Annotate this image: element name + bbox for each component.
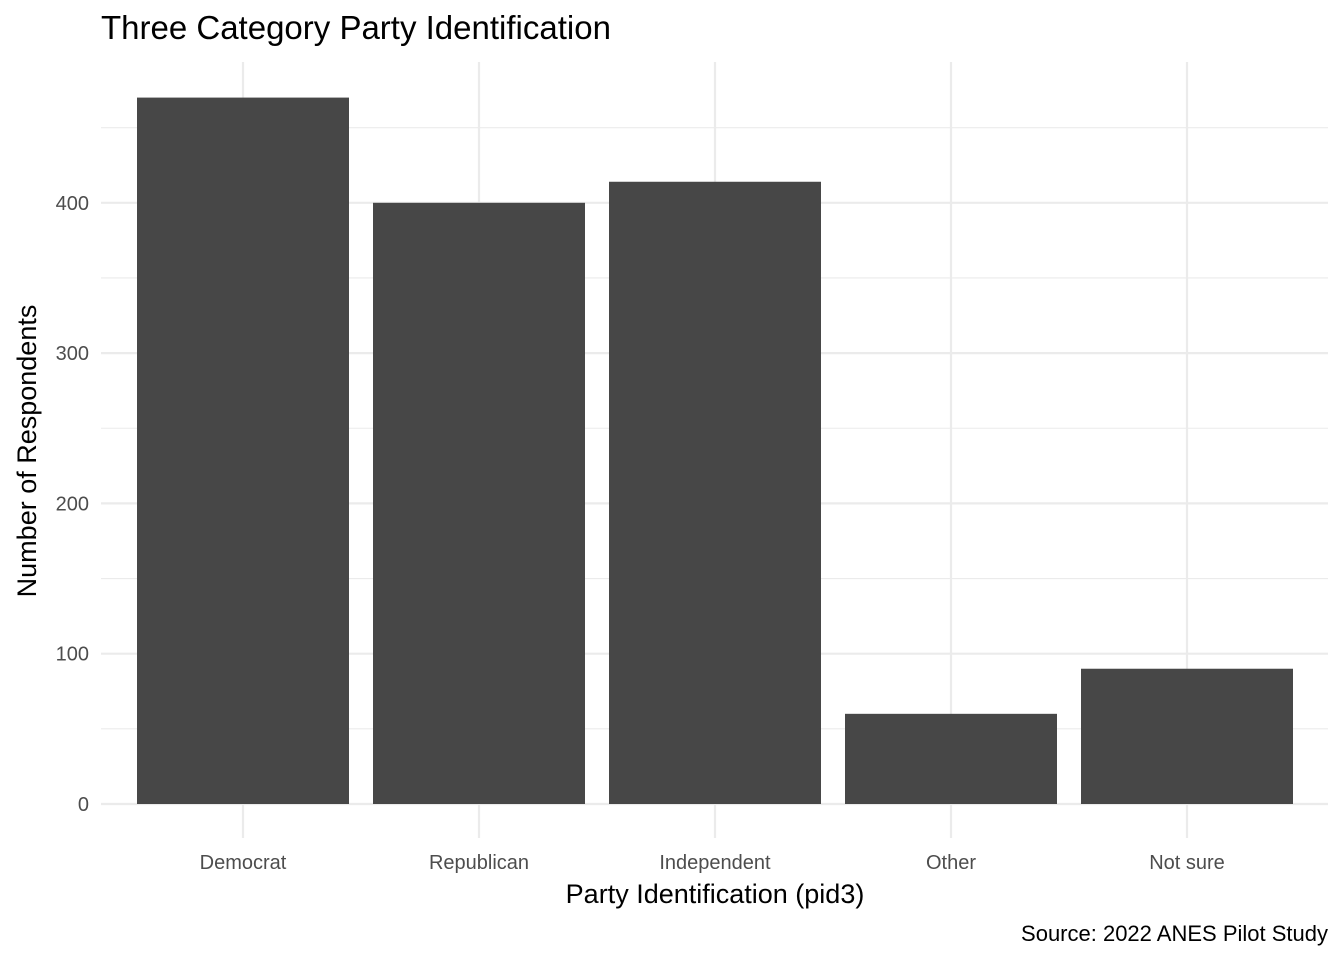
y-tick-label: 300 [56, 343, 89, 365]
x-tick-label: Democrat [200, 852, 287, 874]
x-tick-label: Other [926, 852, 976, 874]
y-tick-label: 100 [56, 644, 89, 666]
bar-democrat [137, 97, 349, 805]
y-tick-label: 0 [78, 794, 89, 816]
bar-other [845, 713, 1057, 804]
y-tick-label: 200 [56, 493, 89, 515]
x-tick-label: Not sure [1149, 852, 1225, 874]
bar-independent [609, 181, 821, 804]
chart-title: Three Category Party Identification [101, 9, 611, 46]
x-axis-title: Party Identification (pid3) [566, 879, 865, 909]
y-axis-ticks: 0 100 200 300 400 [56, 193, 89, 816]
x-tick-label: Republican [429, 852, 529, 874]
chart-caption: Source: 2022 ANES Pilot Study [1021, 921, 1328, 946]
bar-republican [373, 202, 585, 805]
x-axis-ticks: Democrat Republican Independent Other Not su… [200, 852, 1225, 874]
x-tick-label: Independent [659, 852, 771, 874]
y-tick-label: 400 [56, 193, 89, 215]
bar-not-sure [1081, 668, 1293, 804]
y-axis-title: Number of Respondents [12, 305, 42, 598]
bars [137, 97, 1293, 805]
